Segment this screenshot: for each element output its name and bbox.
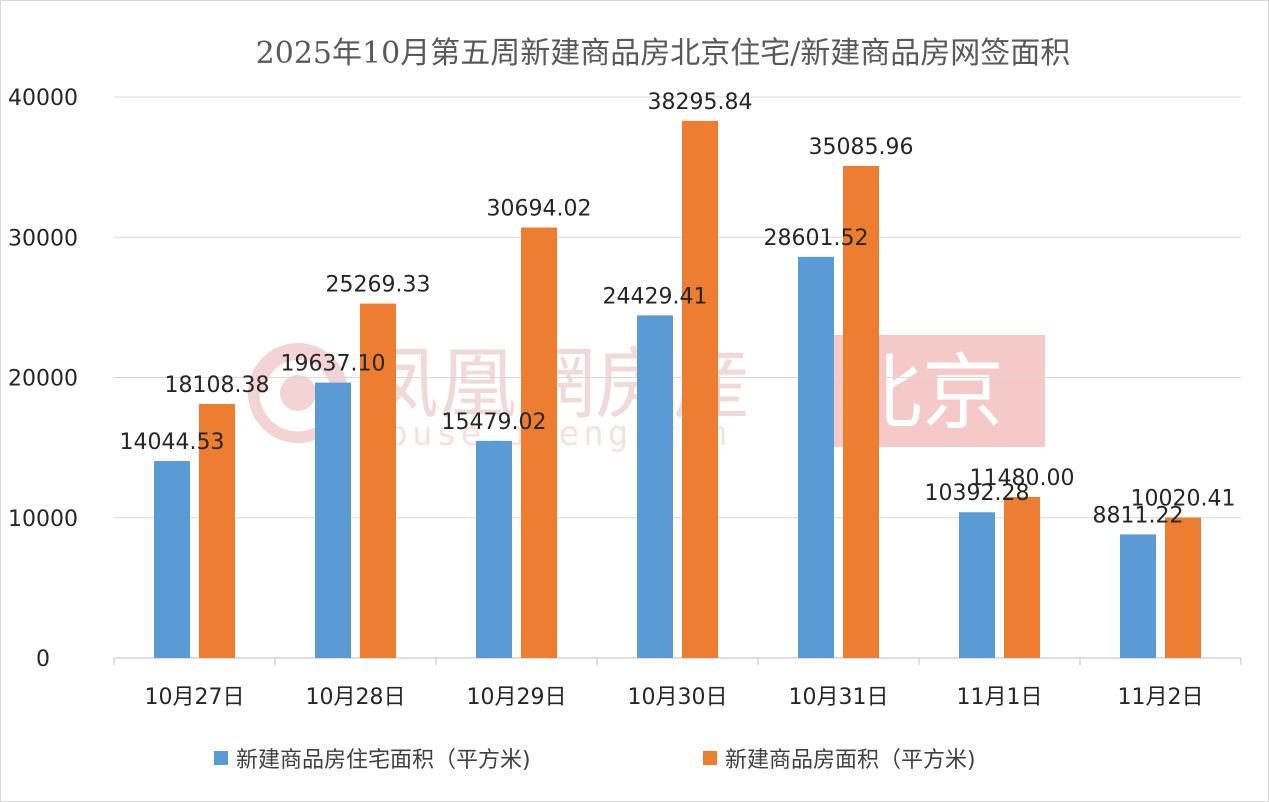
data-label: 14044.53 xyxy=(120,430,225,455)
data-label: 15479.02 xyxy=(442,410,547,435)
x-tick-label: 10月28日 xyxy=(306,685,406,710)
data-label: 28601.52 xyxy=(764,226,869,251)
legend: 新建商品房住宅面积（平方米) 新建商品房面积（平方米) xyxy=(214,748,976,773)
bar-series-2 xyxy=(843,165,879,658)
data-label: 10392.28 xyxy=(925,481,1030,506)
data-label: 19637.10 xyxy=(281,352,386,377)
x-tick-label: 10月27日 xyxy=(145,685,245,710)
bar-series-1 xyxy=(637,315,673,658)
legend-label: 新建商品房面积（平方米) xyxy=(725,748,976,773)
ifeng-logo-icon xyxy=(248,343,348,443)
bar-series-1 xyxy=(154,461,190,658)
data-label: 35085.96 xyxy=(809,135,914,160)
data-label: 8811.22 xyxy=(1093,503,1184,528)
data-label: 30694.02 xyxy=(487,197,592,222)
x-tick-label: 10月30日 xyxy=(628,685,728,710)
bar-series-1 xyxy=(959,512,995,658)
x-tick-label: 11月1日 xyxy=(957,685,1043,710)
x-tick-label: 10月31日 xyxy=(789,685,889,710)
data-label: 10020.41 xyxy=(1131,486,1236,511)
legend-label: 新建商品房住宅面积（平方米) xyxy=(236,748,531,773)
y-tick-label: 10000 xyxy=(8,507,78,532)
y-tick-label: 0 xyxy=(36,647,50,672)
bar-series-2 xyxy=(521,227,557,659)
x-tick-label: 11月2日 xyxy=(1118,685,1204,710)
data-label: 25269.33 xyxy=(326,273,431,298)
watermark-city-box xyxy=(799,335,1045,447)
bar-series-2 xyxy=(199,404,235,658)
bar-series-2 xyxy=(682,120,718,659)
bar-series-2 xyxy=(1165,517,1201,658)
legend-swatch xyxy=(214,751,228,765)
data-label: 24429.41 xyxy=(603,284,708,309)
bar-series-1 xyxy=(315,382,351,658)
x-tick-label: 10月29日 xyxy=(467,685,567,710)
bar-series-2 xyxy=(360,303,396,658)
bar-series-1 xyxy=(798,256,834,658)
bars xyxy=(154,120,1201,659)
y-axis: 0 10000 20000 30000 40000 xyxy=(8,86,78,672)
x-axis: 10月27日 10月28日 10月29日 10月30日 10月31日 11月1日 11月2日 xyxy=(113,657,1242,710)
bar-series-2 xyxy=(1004,496,1040,658)
data-label: 11480.00 xyxy=(970,466,1075,491)
y-tick-label: 40000 xyxy=(8,86,78,111)
data-label: 18108.38 xyxy=(165,373,270,398)
gridlines xyxy=(114,96,1241,519)
bar-series-1 xyxy=(476,440,512,658)
y-tick-label: 30000 xyxy=(8,226,78,251)
chart-title: 2025年10月第五周新建商品房北京住宅/新建商品房网签面积 xyxy=(256,36,1071,71)
data-labels: 14044.53 19637.10 15479.02 24429.41 28601.52… xyxy=(120,90,1236,529)
bar-series-1 xyxy=(1120,534,1156,658)
data-label: 38295.84 xyxy=(648,90,753,115)
y-tick-label: 20000 xyxy=(8,367,78,392)
legend-swatch xyxy=(703,751,717,765)
